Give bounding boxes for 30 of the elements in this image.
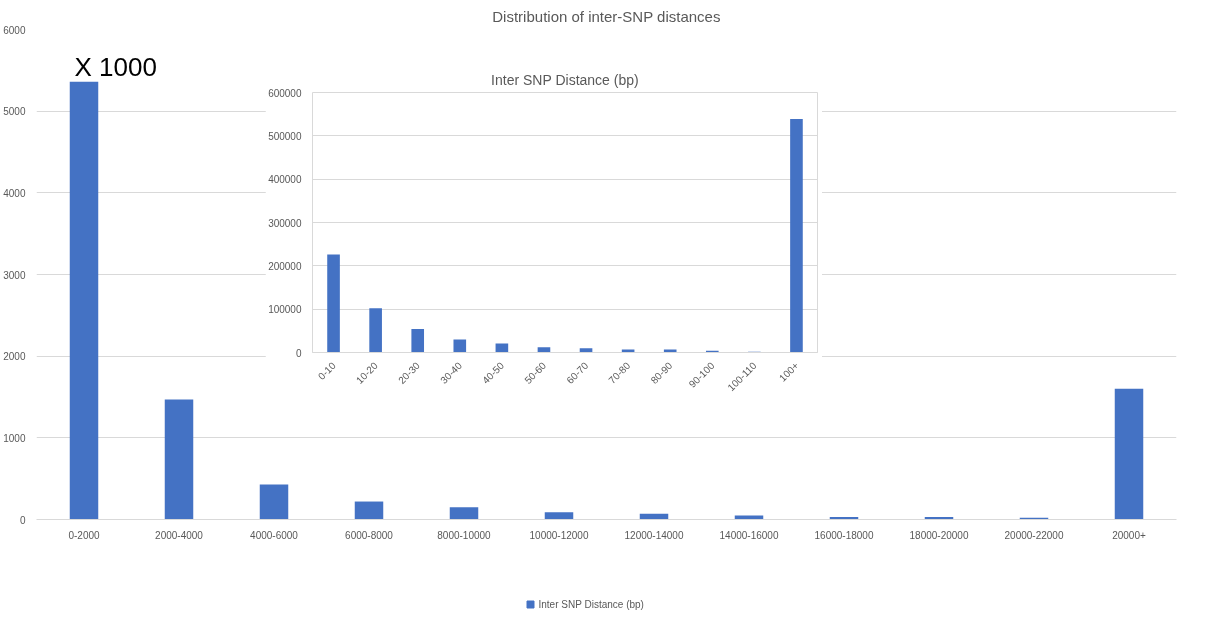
x-tick-label: 0-2000	[68, 529, 101, 541]
x-tick-label: 8000-10000	[437, 529, 492, 541]
x-tick-label: 12000-14000	[624, 529, 684, 541]
x-tick-label: 20000-22000	[1004, 529, 1064, 541]
y-tick-label: 3000	[3, 269, 26, 281]
chart-title: Inter SNP Distance (bp)	[491, 71, 639, 88]
y-tick-label: 200000	[268, 260, 302, 272]
x-tick-label: 10000-12000	[529, 529, 589, 541]
x-tick-label: 14000-16000	[719, 529, 779, 541]
y-tick-label: 4000	[3, 187, 26, 199]
y-tick-label: 400000	[268, 174, 302, 186]
y-tick-label: 5000	[3, 106, 26, 118]
legend-label: Inter SNP Distance (bp)	[538, 599, 644, 610]
y-tick-label: 6000	[3, 24, 26, 36]
y-tick-label: 500000	[268, 130, 302, 142]
chart-title: Distribution of inter-SNP distances	[492, 7, 721, 25]
x-tick-label: 2000-4000	[155, 529, 204, 541]
y-tick-label: 0	[295, 347, 302, 359]
x-tick-label: 18000-20000	[909, 529, 969, 541]
x-tick-label: 16000-18000	[814, 529, 874, 541]
y-tick-label: 300000	[268, 217, 302, 229]
x-tick-label: 20000+	[1112, 529, 1146, 541]
y-tick-label: 600000	[268, 87, 302, 99]
y-tick-label: 0	[19, 514, 26, 526]
x-tick-label: 6000-8000	[345, 529, 394, 541]
annotation: X 1000	[74, 51, 157, 82]
y-tick-label: 2000	[3, 351, 26, 363]
x-tick-label: 4000-6000	[250, 529, 299, 541]
y-tick-label: 1000	[3, 432, 26, 444]
y-tick-label: 100000	[268, 304, 302, 316]
